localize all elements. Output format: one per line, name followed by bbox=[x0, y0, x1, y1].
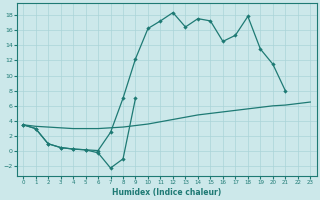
X-axis label: Humidex (Indice chaleur): Humidex (Indice chaleur) bbox=[112, 188, 221, 197]
